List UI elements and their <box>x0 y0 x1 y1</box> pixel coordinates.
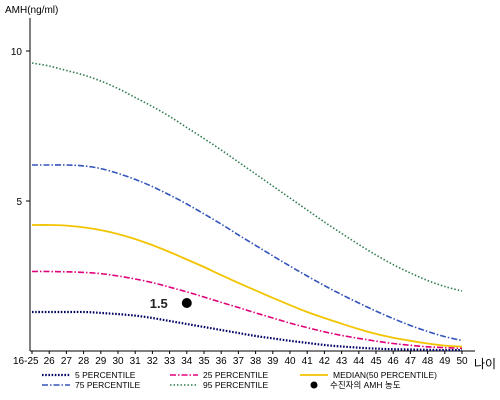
x-tick-label: 28 <box>78 356 90 367</box>
x-tick-label: 29 <box>95 356 107 367</box>
x-tick-label: 26 <box>44 356 56 367</box>
x-tick-label: 39 <box>267 356 279 367</box>
x-tick-label: 46 <box>388 356 400 367</box>
x-tick-label: 50 <box>456 356 468 367</box>
legend-label: 95 PERCENTILE <box>203 380 269 390</box>
x-tick-label: 27 <box>61 356 73 367</box>
patient-amh-label: 1.5 <box>150 296 168 311</box>
x-tick-label: 41 <box>302 356 314 367</box>
x-tick-label: 38 <box>250 356 262 367</box>
x-tick-label: 49 <box>439 356 451 367</box>
annotations: 1.5 <box>150 296 192 311</box>
x-tick-label: 44 <box>353 356 365 367</box>
series-line-4 <box>32 164 463 342</box>
x-tick-label: 16-25 <box>13 356 39 367</box>
x-axis-label: 나이 <box>474 357 496 371</box>
y-axis-label: AMH(ng/ml) <box>5 5 58 16</box>
legend-marker <box>310 381 318 389</box>
x-tick-label: 48 <box>422 356 434 367</box>
legend-label: 5 PERCENTILE <box>75 370 136 380</box>
y-tick-label: 5 <box>16 197 22 208</box>
axes <box>29 18 475 352</box>
x-tick-label: 47 <box>405 356 417 367</box>
x-ticks: 16-25 26 27 28 29 30 31 32 33 34 35 36 37 38 39 40 41 42 4… <box>13 351 468 367</box>
patient-amh-marker <box>181 298 192 308</box>
x-tick-label: 40 <box>284 356 296 367</box>
series-lines <box>31 62 463 352</box>
x-tick-label: 36 <box>216 356 228 367</box>
x-tick-label: 43 <box>336 356 348 367</box>
x-tick-label: 45 <box>370 356 382 367</box>
y-tick-label: 10 <box>11 47 23 58</box>
x-tick-label: 35 <box>198 356 210 367</box>
series-line-2 <box>31 270 463 350</box>
x-tick-label: 31 <box>130 356 142 367</box>
series-line-1 <box>31 310 463 352</box>
legend: 5 PERCENTILE 25 PERCENTILE MEDIAN(50 PERCE… <box>42 370 437 390</box>
series-line-3 <box>31 224 463 348</box>
legend-label: 75 PERCENTILE <box>75 380 141 390</box>
x-tick-label: 33 <box>164 356 176 367</box>
x-tick-label: 34 <box>181 356 193 367</box>
legend-label: 25 PERCENTILE <box>203 370 269 380</box>
x-tick-label: 37 <box>233 356 245 367</box>
x-tick-label: 30 <box>112 356 124 367</box>
legend-marker-label: 수진자의 AMH 농도 <box>330 380 401 390</box>
x-tick-label: 42 <box>319 356 331 367</box>
y-ticks: 5 10 <box>11 47 30 208</box>
x-tick-label: 32 <box>147 356 159 367</box>
legend-label: MEDIAN(50 PERCENTILE) <box>333 370 437 380</box>
series-line-5 <box>31 62 463 292</box>
